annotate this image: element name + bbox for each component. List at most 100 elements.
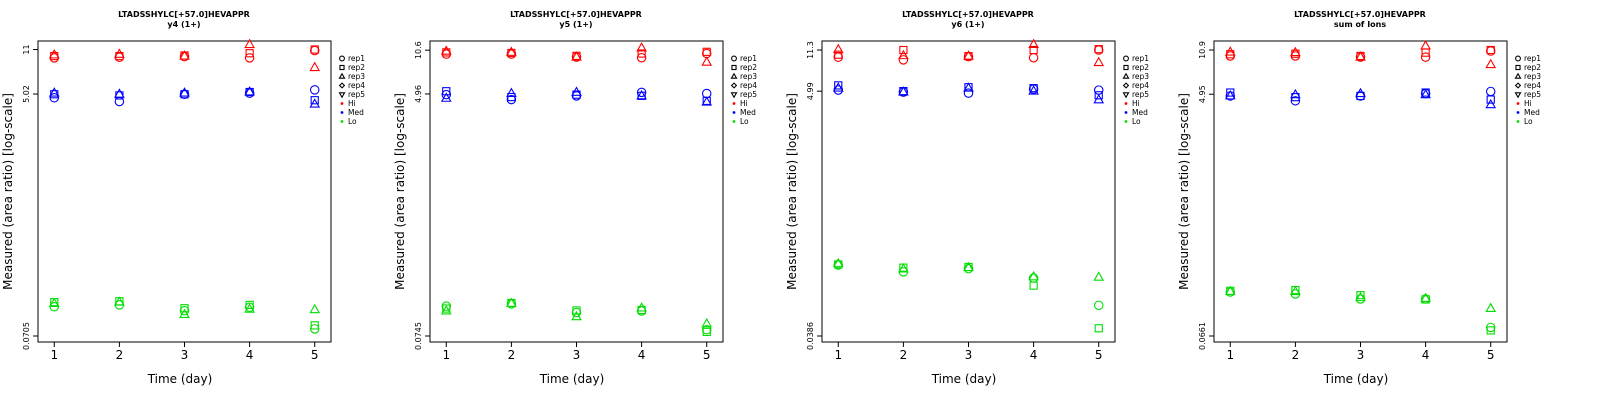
y-axis-label: Measured (area ratio) [log-scale] [1, 93, 15, 290]
x-tick-label: 5 [1487, 348, 1495, 362]
data-point [1485, 322, 1496, 333]
data-point [1094, 324, 1103, 333]
x-axis-label: Time (day) [1323, 372, 1389, 386]
legend-marker [1123, 55, 1129, 62]
data-point [832, 257, 844, 268]
data-point [1420, 292, 1431, 303]
x-tick-label: 5 [1095, 348, 1103, 362]
data-point [1290, 285, 1301, 296]
x-tick-label: 3 [1357, 348, 1365, 362]
chart-subtitle: y6 (1+) [951, 20, 984, 29]
data-point [179, 306, 190, 316]
data-point [1093, 85, 1104, 95]
legend-label: rep5 [348, 90, 365, 99]
data-point [1224, 46, 1236, 56]
y-tick-label: 0.0705 [22, 322, 31, 350]
legend-marker [338, 92, 346, 99]
data-point [1420, 40, 1431, 50]
data-point [244, 302, 255, 313]
x-tick-label: 1 [834, 348, 842, 362]
data-point [571, 86, 582, 96]
data-point [636, 302, 647, 312]
legend-marker [1124, 120, 1128, 123]
legend-label: rep2 [1524, 63, 1541, 72]
legend-marker [338, 72, 346, 79]
data-point [963, 261, 974, 272]
y-tick-label: 0.0386 [806, 322, 815, 350]
legend-marker [1514, 82, 1522, 89]
series-hi [440, 42, 713, 66]
x-tick-label: 1 [442, 348, 450, 362]
series-med [1224, 86, 1497, 109]
data-point [636, 87, 647, 98]
data-point [180, 304, 189, 313]
data-point [1094, 45, 1103, 54]
data-point [506, 94, 517, 105]
data-point [309, 303, 321, 314]
y-tick-label: 11 [22, 44, 31, 54]
data-point [506, 297, 517, 307]
data-point [179, 89, 190, 99]
data-point [114, 48, 125, 58]
data-point [48, 87, 60, 97]
y-tick-label: 0.0745 [414, 322, 423, 350]
data-point [244, 86, 255, 96]
data-point [834, 50, 843, 59]
legend-label: Lo [1132, 117, 1141, 126]
data-point [833, 52, 844, 62]
data-point [244, 53, 255, 63]
data-point [701, 96, 713, 106]
data-point [245, 87, 254, 97]
data-point [636, 42, 647, 52]
data-point [701, 56, 713, 66]
legend-marker [1122, 92, 1130, 99]
legend-marker [1516, 102, 1520, 105]
data-point [963, 263, 974, 274]
data-point [637, 91, 646, 100]
legend-marker [731, 64, 737, 71]
legend-marker [730, 72, 738, 79]
legend-label: Lo [348, 117, 357, 126]
data-point [898, 55, 909, 65]
legend-label: rep3 [348, 72, 365, 81]
chart-title: LTADSSHYLC[+57.0]HEVAPPR [510, 10, 642, 19]
data-point [1290, 96, 1301, 106]
x-tick-label: 5 [311, 348, 319, 362]
y-tick-label: 0.0661 [1198, 322, 1207, 350]
data-point [1224, 285, 1236, 296]
legend-label: rep3 [1524, 72, 1541, 81]
data-point [179, 50, 190, 60]
data-point [114, 296, 125, 306]
data-point [702, 327, 711, 337]
data-point [964, 52, 973, 61]
x-tick-label: 5 [703, 348, 711, 362]
x-tick-label: 3 [181, 348, 189, 362]
data-point [48, 297, 60, 308]
data-point [702, 47, 711, 56]
data-point [1225, 51, 1236, 61]
data-point [1028, 85, 1039, 95]
legend-marker [1124, 102, 1128, 105]
data-point [963, 50, 974, 60]
legend-label: Hi [348, 99, 356, 108]
legend-label: Hi [1132, 99, 1140, 108]
chart-title: LTADSSHYLC[+57.0]HEVAPPR [118, 10, 250, 19]
data-point [1029, 281, 1038, 290]
legend-marker [1122, 72, 1130, 79]
data-point [309, 61, 321, 72]
data-point [1485, 58, 1497, 69]
data-point [701, 317, 713, 328]
data-point [49, 93, 60, 103]
legend-label: Hi [740, 99, 748, 108]
data-point [1290, 46, 1301, 57]
y-tick-label: 11.3 [806, 41, 815, 59]
data-point [309, 85, 320, 95]
legend-label: rep4 [1524, 81, 1541, 90]
legend-label: Lo [740, 117, 749, 126]
legend-marker [1515, 55, 1521, 62]
y-axis-label: Measured (area ratio) [log-scale] [1177, 93, 1191, 290]
data-point [441, 89, 452, 100]
